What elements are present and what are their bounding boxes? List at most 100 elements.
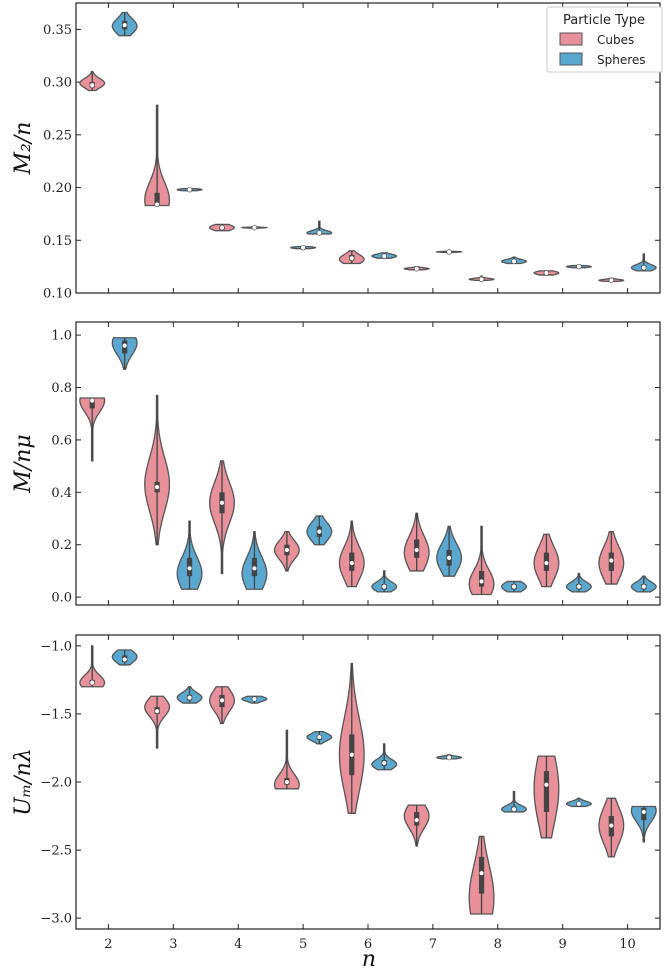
violin-median	[316, 230, 323, 236]
violin-median	[576, 583, 582, 590]
y-tick-label: −2.0	[40, 776, 72, 791]
violin-median	[543, 270, 550, 276]
violin-median	[413, 817, 420, 823]
violin-cubes-n6	[338, 662, 365, 814]
y-axis-label: M/nμ	[11, 434, 36, 493]
violin-median	[121, 656, 128, 663]
violin-spheres-n5	[306, 515, 333, 546]
violin-median	[478, 276, 485, 282]
violin-median	[543, 560, 550, 566]
violin-median	[641, 809, 647, 815]
violin-median	[121, 22, 128, 28]
x-tick-label: 2	[104, 937, 112, 952]
violin-spheres-n2	[111, 649, 138, 666]
violin-cubes-n9	[533, 755, 560, 839]
legend-label-spheres: Spheres	[597, 53, 646, 67]
violin-median	[641, 264, 647, 271]
violin-median	[349, 255, 355, 261]
legend-swatch-cubes	[559, 32, 583, 46]
y-tick-label: 0.20	[43, 181, 72, 196]
panel-2: 0.0 0.2 0.4 0.6 0.8 1.0 M/nμ	[11, 321, 661, 606]
violin-cubes-n3	[144, 394, 171, 546]
violin-cubes-n6	[338, 520, 365, 588]
violin-median	[154, 201, 160, 208]
violin-median	[446, 754, 452, 761]
x-tick-label: 6	[364, 937, 372, 952]
violin-cubes-n4	[209, 223, 235, 232]
violin-median	[186, 694, 193, 701]
violin-spheres-n6	[371, 743, 398, 771]
violin-spheres-n4	[240, 224, 269, 231]
violin-median	[251, 696, 258, 702]
violin-cubes-n2	[79, 645, 106, 688]
violin-median	[300, 244, 306, 251]
violin-cubes-n10	[598, 277, 625, 284]
violin-median	[608, 822, 615, 829]
violin-spheres-n10	[630, 805, 657, 843]
violin-cubes-n5	[273, 729, 300, 790]
violin-spheres-n9	[565, 263, 592, 270]
violin-spheres-n8	[501, 580, 527, 593]
violin-cubes-n4	[209, 460, 235, 575]
violin-cubes-n9	[533, 533, 560, 588]
violin-median	[511, 583, 517, 590]
y-tick-label: 0.2	[51, 538, 72, 553]
violin-cubes-n8	[468, 835, 495, 915]
violin-spheres-n6	[371, 570, 398, 593]
violin-median	[349, 752, 355, 758]
violin-median	[284, 547, 290, 553]
panel-1: 0.10 0.15 0.20 0.25 0.30 0.35 M₂/n	[11, 2, 661, 302]
panel-3: −3.0 −2.5 −2.0 −1.5 −1.0 2 3 4 5 6 7 8 9 10 Uₘ/nλ	[11, 634, 661, 952]
legend: Particle Type Cubes Spheres	[546, 6, 663, 73]
violin-median	[446, 249, 452, 255]
violin-spheres-n3	[176, 520, 203, 590]
violin-spheres-n4	[241, 695, 268, 704]
violin-spheres-n10	[630, 253, 657, 272]
violin-median	[543, 782, 550, 788]
x-tick-label: 7	[429, 937, 437, 952]
violin-cubes-n8	[468, 525, 495, 596]
y-tick-label: 0.4	[51, 486, 72, 501]
violin-median	[89, 397, 95, 404]
violin-spheres-n10	[630, 575, 657, 593]
violin-spheres-n3	[176, 686, 203, 704]
violin-spheres-n2	[111, 337, 138, 370]
violin-median	[251, 565, 258, 572]
y-axis-label: Uₘ/nλ	[11, 748, 36, 816]
violin-spheres-n5	[306, 730, 333, 745]
violin-median	[413, 547, 420, 553]
violin-median	[219, 697, 225, 704]
violin-median	[186, 186, 193, 193]
y-tick-label: 0.10	[43, 287, 72, 302]
violin-spheres-n5	[290, 244, 317, 251]
violin-cubes-n10	[598, 797, 625, 858]
legend-label-cubes: Cubes	[597, 33, 634, 47]
violin-median	[219, 500, 225, 506]
violin-median	[478, 870, 485, 876]
violin-cubes-n3	[144, 104, 171, 208]
violin-cubes-n3	[144, 695, 171, 749]
violin-median	[381, 760, 387, 766]
violin-spheres-n8	[501, 256, 527, 265]
x-tick-label: 10	[619, 937, 636, 952]
legend-title: Particle Type	[563, 13, 645, 28]
violin-median	[511, 806, 517, 812]
violin-median	[478, 578, 485, 585]
violin-median	[608, 557, 615, 564]
violin-median	[576, 263, 582, 270]
violin-box	[154, 192, 160, 205]
y-tick-label: 0.30	[43, 76, 72, 91]
violin-median	[121, 342, 128, 349]
y-tick-label: 0.8	[51, 381, 72, 396]
y-axis-label: M₂/n	[11, 122, 36, 176]
y-tick-label: −3.0	[40, 912, 72, 927]
violin-median	[251, 224, 258, 231]
y-tick-label: 1.0	[51, 329, 72, 344]
y-tick-label: −1.0	[40, 639, 72, 654]
y-tick-label: 0.35	[43, 23, 72, 38]
plot-frame	[75, 634, 661, 930]
violin-median	[219, 224, 225, 231]
x-axis-label: n	[362, 947, 376, 972]
violin-box	[89, 400, 95, 409]
